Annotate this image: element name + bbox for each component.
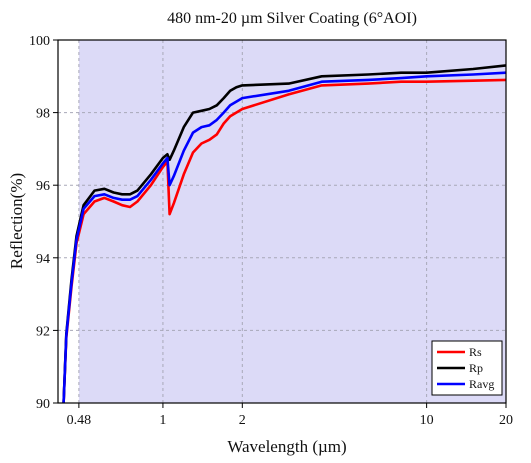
series-lines — [62, 64, 507, 404]
x-tick-label: 1 — [159, 413, 166, 428]
axis-ticks: 0.48 1 2 10 20 90 92 94 96 98 100 — [29, 34, 513, 428]
chart-title: 480 nm-20 µm Silver Coating (6°AOI) — [167, 10, 417, 27]
x-axis-label: Wavelength (µm) — [227, 437, 346, 456]
y-tick-label: 96 — [36, 179, 50, 194]
y-tick-label: 92 — [36, 324, 50, 339]
series-line-rs — [62, 78, 507, 404]
y-tick-label: 100 — [29, 34, 50, 49]
series-line-ravg — [62, 71, 507, 404]
legend: Rs Rp Ravg — [431, 340, 503, 396]
x-tick-label: 20 — [499, 413, 513, 428]
x-tick-label: 2 — [239, 413, 246, 428]
y-tick-label: 94 — [36, 252, 50, 267]
y-axis-label: Reflection(%) — [7, 173, 26, 269]
legend-label: Ravg — [469, 377, 494, 391]
legend-label: Rs — [469, 345, 482, 359]
legend-label: Rp — [469, 361, 483, 375]
series-line-rp — [62, 64, 507, 404]
plot-frame — [57, 39, 507, 404]
y-tick-label: 98 — [36, 107, 50, 122]
x-tick-label: 0.48 — [67, 413, 92, 428]
x-tick-label: 10 — [420, 413, 434, 428]
y-tick-label: 90 — [36, 397, 50, 412]
